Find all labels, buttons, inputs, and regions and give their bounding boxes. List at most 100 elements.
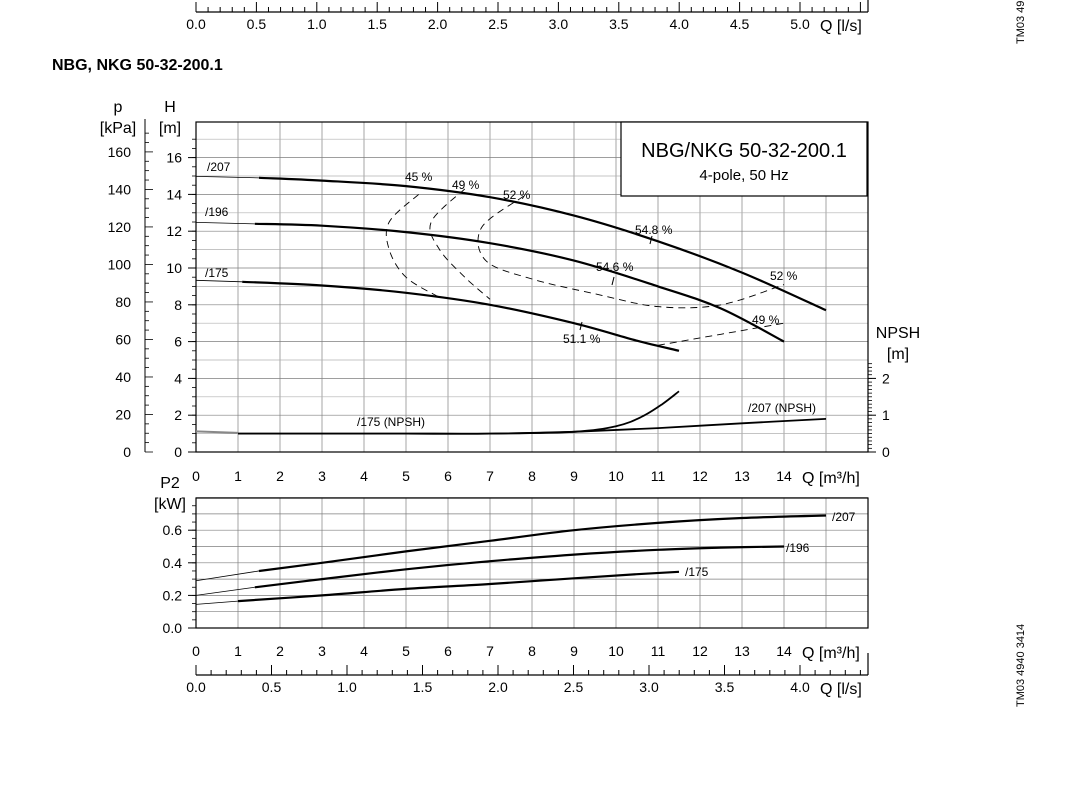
image-code-top: TM03 49 [1015, 1, 1027, 44]
efficiency-label: 54.6 % [596, 260, 634, 274]
image-code-bottom: TM03 4940 3414 [1015, 624, 1027, 707]
head-axis-label: H [164, 99, 176, 116]
head-curve-leadin [195, 279, 243, 283]
curve-label-196: /196 [205, 205, 229, 219]
power-axis-tick-label: 0.0 [163, 620, 183, 636]
legend-box [620, 121, 868, 197]
power-x-tick-label: 3 [318, 643, 326, 659]
npsh-curve-1 [238, 418, 827, 435]
power-x-tick-label: 10 [608, 643, 624, 659]
efficiency-label: 49 % [452, 178, 480, 192]
bottom-ls-axis-tick-label: 3.0 [639, 679, 659, 695]
power-curve-d207 [258, 514, 827, 573]
bottom-ls-axis-tick-label: 0.5 [262, 679, 282, 695]
pressure-axis-tick-label: 160 [108, 144, 132, 160]
top-flow-ls-axis: 0.0 0.5 1.0 1.5 2.0 2.5 3.0 3.5 4.0 4.5 5.0 Q [l/s] [186, 0, 869, 35]
head-x-tick-label: 5 [402, 468, 410, 484]
head-x-tick-label: 3 [318, 468, 326, 484]
head-x-tick-label: 8 [528, 468, 536, 484]
head-x-tick-label: 14 [776, 468, 792, 484]
bottom-ls-axis-tick-label: 3.5 [715, 679, 735, 695]
pressure-axis-tick-label: 0 [123, 444, 131, 460]
head-x-tick-label: 6 [444, 468, 452, 484]
power-curve-d175 [237, 570, 680, 603]
head-axis-tick-label: 6 [174, 334, 182, 350]
page-title: NBG, NKG 50-32-200.1 [52, 57, 223, 74]
power-x-tick-label: 8 [528, 643, 536, 659]
curve-label-207: /207 [207, 160, 231, 174]
power-curve-leadin [195, 586, 255, 596]
head-x-tick-label: 10 [608, 468, 624, 484]
bottom-flow-ls-axis: 0.0 0.5 1.0 1.5 2.0 2.5 3.0 3.5 4.0 Q [l/s] [186, 653, 869, 698]
head-axis-tick-label: 0 [174, 444, 182, 460]
head-x-tick-label: 1 [234, 468, 242, 484]
power-x-tick-label: 13 [734, 643, 750, 659]
head-x-axis-label: Q [m³/h] [802, 470, 860, 487]
top-ls-axis-tick-label: 4.5 [730, 16, 750, 32]
efficiency-line-0 [385, 194, 440, 298]
pressure-axis-unit: [kPa] [100, 120, 136, 137]
head-curve-leadin [195, 221, 255, 225]
power-x-tick-label: 7 [486, 643, 494, 659]
head-curve-d196 [254, 222, 785, 343]
efficiency-label: 49 % [752, 313, 780, 327]
efficiency-label: 52 % [770, 269, 798, 283]
power-x-tick-label: 5 [402, 643, 410, 659]
power-x-tick-label: 0 [192, 643, 200, 659]
legend-title: NBG/NKG 50-32-200.1 [641, 140, 847, 162]
top-ls-axis-tick-label: 5.0 [790, 16, 810, 32]
top-ls-axis-tick-label: 2.5 [488, 16, 508, 32]
head-npsh-chart: 0246810121416020406080100120140160p[kPa]… [100, 99, 920, 487]
power-chart: 0.00.20.40.6P2[kW]0 1 2 3 4 5 6 7 8 9 10 11 12 13 14 Q … [154, 475, 869, 662]
power-axis-tick-label: 0.2 [163, 587, 183, 603]
bottom-ls-axis-label: Q [l/s] [820, 681, 862, 698]
npsh-axis-tick-label: 1 [882, 407, 890, 423]
efficiency-mark [579, 321, 583, 331]
npsh-axis-tick-label: 0 [882, 444, 890, 460]
bottom-ls-axis-tick-label: 1.5 [413, 679, 433, 695]
bottom-ls-axis-tick-label: 2.0 [488, 679, 508, 695]
top-ls-axis-tick-label: 2.0 [428, 16, 448, 32]
head-axis-tick-label: 4 [174, 370, 182, 386]
pressure-axis-tick-label: 80 [115, 294, 131, 310]
head-curve-d175 [242, 280, 680, 352]
efficiency-line-1 [429, 188, 491, 300]
efficiency-line-3 [657, 322, 785, 346]
head-frame [195, 121, 869, 453]
top-ls-axis-tick-label: 1.5 [367, 16, 387, 32]
power-axis-tick-label: 0.6 [163, 522, 183, 538]
curve-label-207-npsh: /207 (NPSH) [748, 401, 816, 415]
power-x-tick-label: 1 [234, 643, 242, 659]
power-x-tick-label: 14 [776, 643, 792, 659]
efficiency-line-2 [477, 195, 785, 309]
power-x-tick-label: 9 [570, 643, 578, 659]
head-axis-tick-label: 16 [166, 150, 182, 166]
head-x-tick-label: 11 [651, 468, 666, 484]
bottom-ls-axis-tick-label: 0.0 [186, 679, 206, 695]
bottom-ls-axis-tick-label: 1.0 [337, 679, 357, 695]
head-x-tick-label: 13 [734, 468, 750, 484]
head-x-tick-label: 12 [692, 468, 708, 484]
power-axis-unit: [kW] [154, 496, 186, 513]
top-ls-axis-tick-label: 3.5 [609, 16, 629, 32]
top-ls-axis-label: Q [l/s] [820, 18, 862, 35]
power-curve-label: /207 [832, 510, 856, 524]
npsh-curve-0 [238, 390, 680, 435]
npsh-curve-leadin [195, 430, 239, 434]
power-x-tick-label: 2 [276, 643, 284, 659]
bottom-ls-axis-tick-label: 4.0 [790, 679, 810, 695]
efficiency-mark [611, 276, 615, 286]
pressure-axis-tick-label: 60 [115, 331, 131, 347]
head-x-tick-label: 9 [570, 468, 578, 484]
power-axis-tick-label: 0.4 [163, 555, 183, 571]
npsh-axis-unit: [m] [887, 346, 909, 363]
efficiency-label: 52 % [503, 188, 531, 202]
power-axis-label: P2 [160, 475, 180, 492]
head-curve-leadin [195, 175, 260, 179]
top-ls-axis-tick-label: 3.0 [549, 16, 569, 32]
power-curve-leadin [195, 570, 260, 582]
head-x-tick-label: 7 [486, 468, 494, 484]
top-ls-axis-tick-label: 0.0 [186, 16, 206, 32]
head-axis-tick-label: 10 [166, 260, 182, 276]
